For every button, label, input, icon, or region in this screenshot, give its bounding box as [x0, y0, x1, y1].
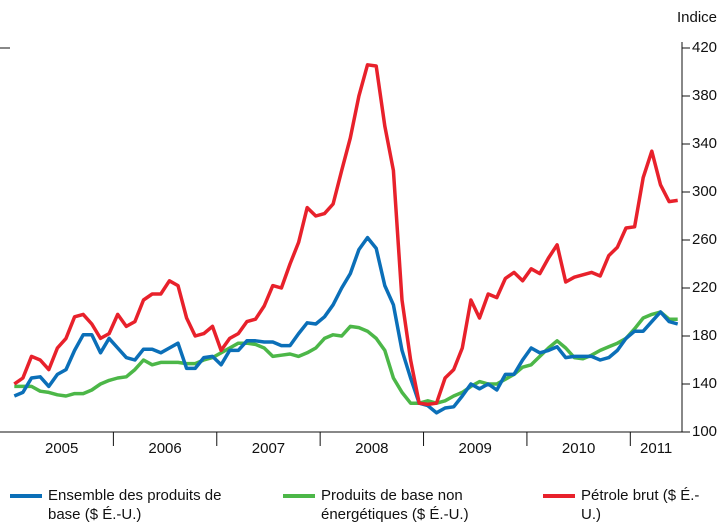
legend-label: Pétrole brut ($ É.-U.) [581, 487, 700, 523]
y-tick-label: 260 [692, 231, 717, 248]
legend-swatch [283, 494, 315, 498]
y-tick-label: 300 [692, 183, 717, 200]
legend-item: Ensemble des produits de base ($ É.-U.) [10, 486, 248, 524]
chart: Indice 100 140 180 220 260 300 340 380 420 2005 20… [0, 9, 717, 457]
legend: Ensemble des produits de base ($ É.-U.) P… [0, 486, 726, 531]
legend-label: Ensemble des produits de base ($ É.-U.) [48, 487, 222, 523]
legend-label: Produits de base non énergétiques ($ É.-… [321, 487, 469, 523]
series-line [13, 235, 679, 415]
y-tick-label: 100 [692, 423, 717, 440]
y-tick-label: 340 [692, 135, 717, 152]
x-tick-label: 2008 [355, 440, 388, 457]
legend-item: Produits de base non énergétiques ($ É.-… [283, 486, 521, 524]
y-tick-label: 140 [692, 375, 717, 392]
y-axis-label: Indice [677, 9, 717, 26]
series-line [14, 310, 678, 405]
y-tick-label: 420 [692, 39, 717, 56]
x-tick-label: 2011 [640, 440, 672, 457]
y-tick-label: 220 [692, 279, 717, 296]
y-tick-label: 180 [692, 327, 717, 344]
x-tick-label: 2005 [45, 440, 78, 457]
legend-swatch [10, 494, 42, 498]
y-tick-label: 380 [692, 87, 717, 104]
series-line [13, 63, 678, 407]
x-tick-label: 2010 [562, 440, 595, 457]
x-tick-label: 2009 [459, 440, 492, 457]
legend-swatch [543, 494, 575, 498]
x-tick-label: 2006 [148, 440, 181, 457]
legend-item: Pétrole brut ($ É.-U.) [543, 486, 711, 524]
x-tick-label: 2007 [252, 440, 285, 457]
